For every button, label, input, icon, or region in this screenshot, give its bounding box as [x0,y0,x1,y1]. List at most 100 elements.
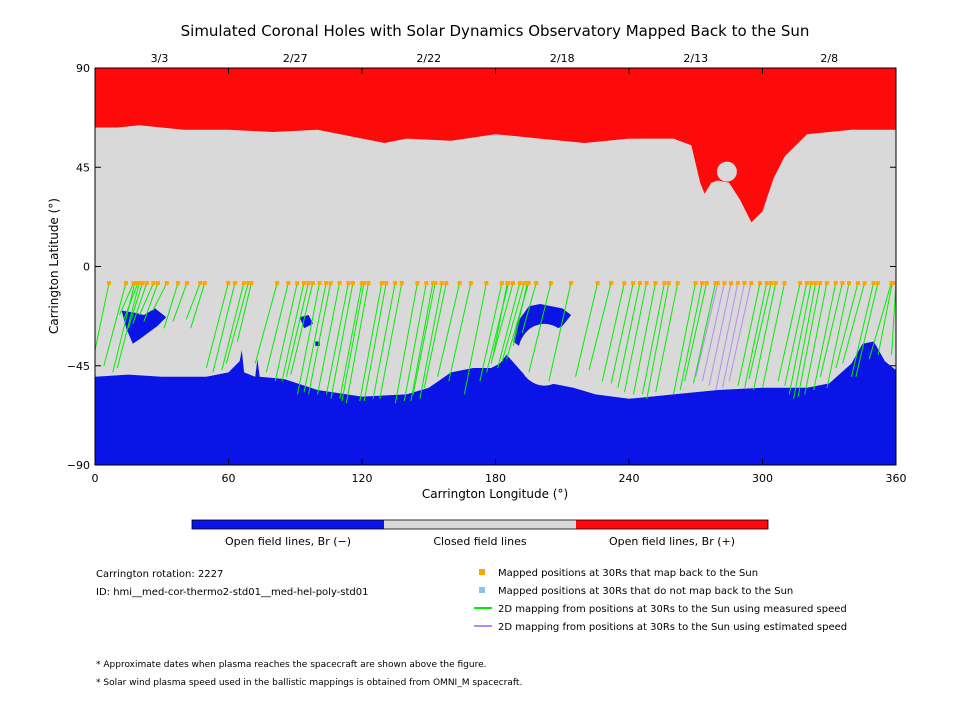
mapped-position-point [644,281,649,286]
mapping-line-measured [679,282,703,391]
mapped-position-point [609,281,613,286]
mapped-position-point [457,281,462,286]
colorbar-frame [191,519,769,530]
mapped-position-point [362,281,366,286]
top-date-label: 3/3 [151,52,169,65]
mapping-line-measured [826,282,850,388]
top-date-label: 2/27 [283,52,308,65]
mapping-line-measured [116,282,140,369]
mapped-position-point [715,281,720,286]
mapping-line-measured [646,282,670,399]
mapped-position-point [324,281,329,286]
x-axis-label: Carrington Longitude (°) [422,487,568,501]
mapped-position-point [140,281,145,286]
mapped-position-point [184,281,189,286]
mapped-position-point [328,281,333,286]
mapping-line-measured [753,282,777,391]
mapped-position-point [813,281,818,286]
mapping-line-measured [225,282,249,364]
mapping-line-measured [139,282,154,316]
mapping-line-measured [819,282,843,377]
mapped-position-point [809,281,814,286]
mapping-line-measured [185,282,201,320]
mapped-position-point [700,281,705,286]
top-date-label: 2/18 [550,52,575,65]
mapped-position-point [862,281,867,286]
mapping-line-measured [855,282,879,377]
mapped-position-point [337,281,342,286]
mapped-position-point [666,281,671,286]
carrington-rotation: Carrington rotation: 2227 [96,569,223,580]
mapping-line-measured [132,282,148,324]
mapping-line-measured [891,283,896,355]
mapping-line-measured [308,282,332,395]
mapping-line-measured [379,282,403,399]
mapped-position-point [769,281,774,286]
mapping-line-measured [610,282,634,384]
mapping-line-measured [403,282,427,402]
x-tick-label: 120 [352,472,373,485]
x-axis: 0 60 120 180 240 300 360 [92,68,907,485]
mapping-line-measured [793,282,817,399]
y-tick-label: −90 [67,459,90,472]
colorbar-label: Closed field lines [433,535,527,548]
mapped-position-point [484,281,489,286]
mapped-positions [107,281,896,286]
mapped-position-point [415,281,420,286]
mapped-position-point [246,281,251,286]
legend: Mapped positions at 30Rs that map back t… [474,568,847,633]
y-axis-label: Carrington Latitude (°) [47,198,61,334]
mapped-position-point [399,281,404,286]
mapped-position-point [662,281,667,286]
mapping-line-measured [95,282,110,351]
mapping-line-estimated [728,282,752,382]
mapping-line-measured [127,282,143,329]
colorbar: Open field lines, Br (−) Closed field lin… [191,519,769,548]
mapping-line-measured [788,282,812,395]
legend-label: 2D mapping from positions at 30Rs to the… [498,604,847,615]
mapped-position-point [393,281,398,286]
mapped-position-point [131,281,136,286]
mapped-position-point [534,281,539,286]
mapping-line-measured [297,282,320,395]
mapping-line-measured [868,282,892,360]
mapping-line-measured [410,282,434,402]
mapping-line-measured [205,282,229,369]
x-tick-label: 60 [222,472,236,485]
mapping-line-measured [339,282,363,399]
mapping-line-estimated [695,282,719,377]
mapped-position-point [894,281,896,286]
mapped-position-point [505,281,510,286]
mapping-line-measured [737,282,761,386]
mapped-position-point [286,281,291,286]
mapped-position-point [742,281,747,286]
mapped-position-point [232,281,237,286]
mapping-line-measured [423,282,447,388]
mapping-line-measured [684,282,708,382]
mapping-line-measured [143,282,159,322]
mapped-position-point [522,281,527,286]
mapped-position-point [840,281,845,286]
mapped-position-point [568,281,573,286]
mapping-line-measured [152,282,168,311]
mapping-line-measured [641,282,665,395]
mapped-position-point [350,281,355,286]
mapped-position-point [310,281,315,286]
mapping-line-measured [842,282,866,364]
mapped-position-point [241,281,246,286]
mapping-line-measured [784,282,808,386]
mapped-position-point [511,281,515,286]
closed-bubble [517,323,572,386]
mapping-line-measured [490,282,514,364]
mapping-line-measured [797,282,821,397]
mapping-line-measured [103,282,127,366]
mapping-line-measured [835,282,859,369]
mapped-position-point [758,281,762,286]
mapped-position-point [346,281,351,286]
mapping-line-measured [601,282,625,382]
mapped-position-point [735,281,740,286]
mapping-line-measured [479,282,503,382]
mapping-line-estimated [708,282,732,386]
north-open-field-region [95,68,896,223]
